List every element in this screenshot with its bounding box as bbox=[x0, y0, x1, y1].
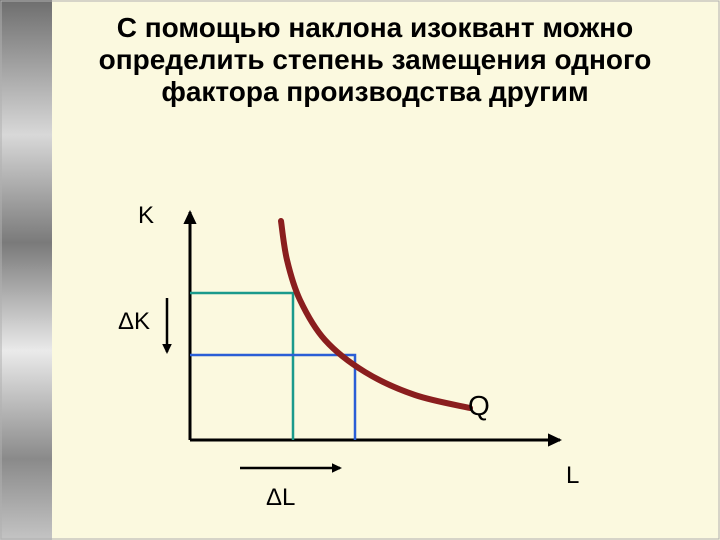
delta-k-label: ΔK bbox=[118, 308, 150, 336]
slide-title: С помощью наклона изоквант можно определ… bbox=[70, 12, 680, 109]
isoquant-curve bbox=[281, 221, 470, 408]
isoquant-label: Q bbox=[468, 390, 490, 422]
step-lines bbox=[190, 293, 355, 440]
slide: С помощью наклона изоквант можно определ… bbox=[0, 0, 720, 540]
axis-label-l: L bbox=[566, 462, 579, 490]
delta-l-label: ΔL bbox=[266, 484, 295, 512]
axes bbox=[183, 210, 562, 447]
axis-label-k: K bbox=[138, 202, 154, 230]
isoquant-chart bbox=[120, 195, 600, 505]
